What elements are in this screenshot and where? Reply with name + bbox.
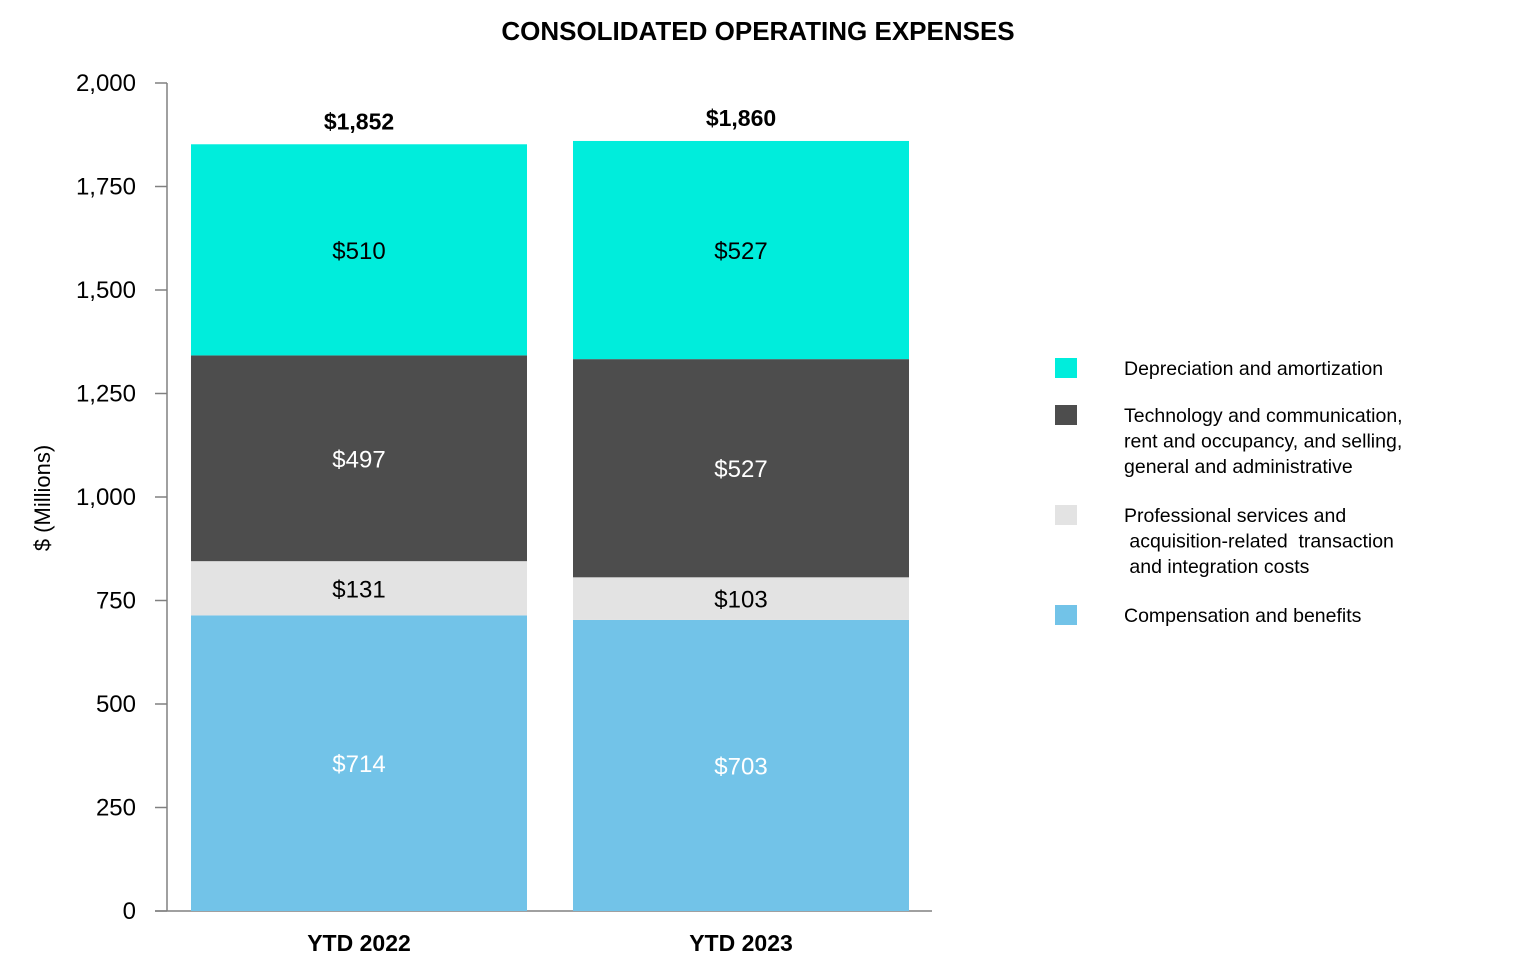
y-tick-label: 1,750 — [76, 174, 136, 201]
y-tick-label: 500 — [96, 691, 136, 718]
segment-value-label: $131 — [332, 576, 385, 603]
y-tick-label: 0 — [123, 898, 136, 925]
chart-title: CONSOLIDATED OPERATING EXPENSES — [501, 16, 1014, 46]
y-tick-label: 1,250 — [76, 381, 136, 408]
x-category-label: YTD 2023 — [689, 930, 793, 956]
legend-swatch — [1055, 405, 1077, 425]
legend-swatch — [1055, 605, 1077, 625]
legend: Depreciation and amortization Technology … — [1055, 358, 1403, 627]
y-tick-label: 750 — [96, 588, 136, 615]
legend-swatch — [1055, 358, 1077, 378]
segment-value-label: $103 — [714, 587, 767, 614]
legend-label-line: Technology and communication, — [1124, 405, 1403, 427]
bar-segment — [573, 359, 909, 578]
legend-label-line: Depreciation and amortization — [1124, 358, 1383, 380]
legend-label-line: acquisition-related transaction — [1124, 531, 1394, 553]
bar-total-label: $1,860 — [706, 105, 776, 131]
segment-value-label: $714 — [332, 751, 385, 778]
bar-segment — [573, 140, 909, 360]
bar-segment — [191, 561, 527, 616]
bar-segment — [573, 619, 909, 911]
bar-segment — [191, 355, 527, 562]
legend-item: Depreciation and amortization — [1055, 358, 1383, 380]
y-tick-label: 250 — [96, 795, 136, 822]
legend-item: Compensation and benefits — [1055, 605, 1362, 627]
legend-label-line: Professional services and — [1124, 505, 1346, 527]
y-tick-label: 2,000 — [76, 70, 136, 97]
x-category-label: YTD 2022 — [307, 930, 411, 956]
bar-segment — [573, 577, 909, 620]
legend-item: Technology and communication, rent and oc… — [1055, 405, 1403, 478]
segment-value-label: $510 — [332, 238, 385, 265]
segment-value-label: $703 — [714, 753, 767, 780]
segment-value-label: $497 — [332, 446, 385, 473]
legend-label-line: Compensation and benefits — [1124, 605, 1362, 627]
legend-label-line: and integration costs — [1124, 556, 1310, 578]
bar-segment — [191, 144, 527, 356]
legend-label-line: general and administrative — [1124, 456, 1353, 478]
y-tick-label: 1,500 — [76, 277, 136, 304]
bar-total-label: $1,852 — [324, 108, 394, 134]
legend-swatch — [1055, 505, 1077, 525]
bar-segment — [191, 615, 527, 911]
segment-value-label: $527 — [714, 456, 767, 483]
y-axis-label: $ (Millions) — [30, 445, 55, 551]
legend-item: Professional services and acquisition-re… — [1055, 505, 1394, 578]
legend-label-line: rent and occupancy, and selling, — [1124, 431, 1402, 453]
plot-area: 0 250 500 750 1,000 1,250 1,500 1,750 2,000 $714 $… — [76, 70, 932, 956]
segment-value-label: $527 — [714, 238, 767, 265]
y-tick-label: 1,000 — [76, 484, 136, 511]
